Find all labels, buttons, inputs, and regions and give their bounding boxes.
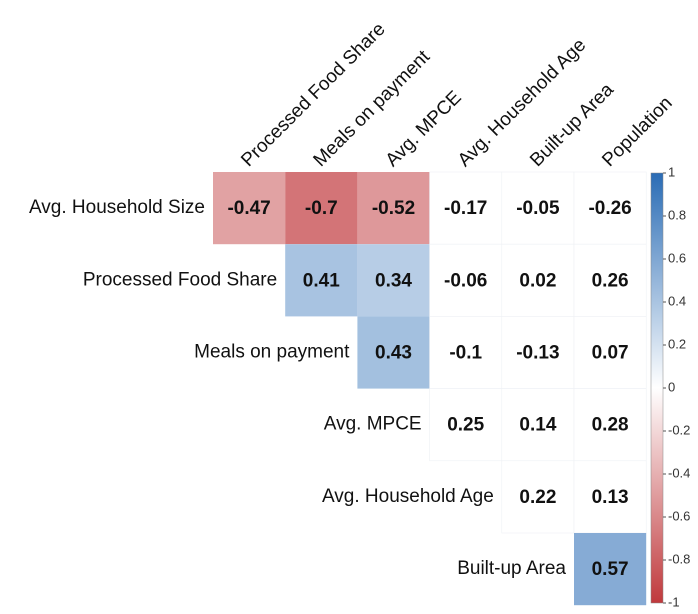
cell-value: 0.26 — [592, 270, 629, 291]
cell — [429, 388, 503, 462]
cell — [574, 533, 647, 606]
cell-value: 0.28 — [592, 415, 629, 436]
cell — [573, 388, 647, 462]
cell-value: 0.02 — [519, 270, 556, 291]
cell — [285, 244, 358, 317]
colorbar — [650, 172, 664, 604]
cell — [501, 316, 575, 389]
cell-value: 0.43 — [375, 343, 412, 364]
cell — [573, 243, 647, 317]
cell — [357, 172, 430, 245]
colorbar-tick-label: 0.6 — [668, 250, 686, 265]
row-label: Built-up Area — [457, 558, 566, 579]
cell — [357, 244, 430, 317]
row-label: Avg. MPCE — [324, 414, 422, 435]
cell-value: 0.41 — [303, 270, 340, 291]
cell — [573, 171, 647, 245]
cell-value: -0.17 — [444, 198, 487, 219]
colorbar-tick-label: -0.8 — [668, 551, 690, 566]
cell-value: -0.05 — [516, 198, 560, 219]
cell — [573, 316, 647, 389]
cell-value: -0.26 — [588, 198, 631, 219]
cell — [501, 171, 575, 245]
column-label: Avg. Household Age — [454, 35, 590, 171]
column-label: Processed Food Share — [237, 19, 389, 171]
row-label: Avg. Household Size — [29, 197, 205, 218]
cell-value: 0.14 — [519, 415, 556, 436]
cell-value: 0.34 — [375, 270, 412, 291]
cell — [429, 316, 503, 389]
colorbar-tick-label: 0 — [668, 379, 675, 394]
row-label: Meals on payment — [194, 342, 350, 363]
cell — [285, 172, 358, 245]
cell-value: -0.06 — [444, 270, 487, 291]
colorbar-tick-label: -0.4 — [668, 465, 690, 480]
cell — [429, 243, 503, 317]
colorbar-tick-label: 0.2 — [668, 336, 686, 351]
cell-value: -0.13 — [516, 343, 559, 364]
colorbar-tick-label: 0.8 — [668, 207, 686, 222]
cell-value: 0.22 — [519, 487, 556, 508]
row-label: Avg. Household Age — [322, 486, 494, 507]
cell-value: -0.1 — [449, 343, 482, 364]
cell-value: -0.47 — [227, 198, 270, 219]
cell — [501, 460, 575, 534]
cell-value: 0.57 — [592, 559, 629, 580]
cell-value: 0.07 — [592, 343, 629, 364]
cell — [429, 171, 503, 245]
cell — [357, 316, 430, 389]
cell-value: 0.25 — [447, 415, 484, 436]
colorbar-tick-label: -0.6 — [668, 508, 690, 523]
row-label: Processed Food Share — [83, 269, 277, 290]
cell — [213, 172, 286, 245]
column-label: Population — [598, 93, 676, 171]
cell-value: -0.52 — [372, 198, 415, 219]
cell-value: -0.7 — [305, 198, 338, 219]
colorbar-tick-label: 0.4 — [668, 293, 686, 308]
cell-value: 0.13 — [592, 487, 629, 508]
colorbar-tick-label: 1 — [668, 164, 675, 179]
colorbar-tick-label: -0.2 — [668, 422, 690, 437]
colorbar-tick-label: -1 — [668, 594, 680, 609]
